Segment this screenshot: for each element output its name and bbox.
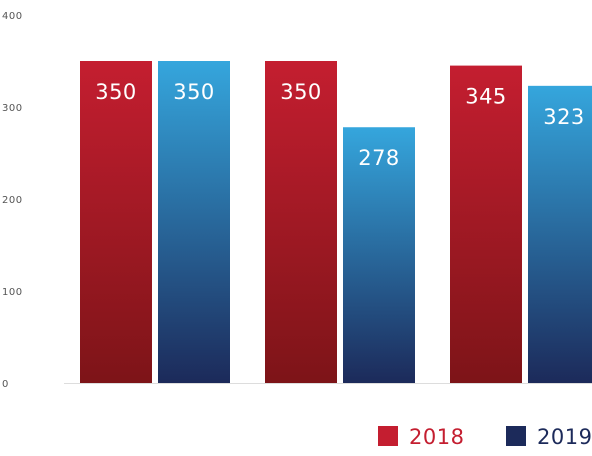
bar-2018-3 [450, 65, 522, 383]
legend-swatch-2018 [378, 426, 398, 446]
bar-2019-1 [158, 61, 230, 383]
y-tick-label: 0 [2, 379, 9, 390]
value-label-2018-1: 350 [95, 80, 137, 104]
bars [80, 61, 592, 384]
value-label-2018-3: 345 [465, 85, 507, 109]
bar-2018-1 [80, 61, 152, 383]
value-label-2019-1: 350 [173, 80, 215, 104]
legend-label-2019: 2019 [537, 425, 592, 449]
legend-swatch-2019 [506, 426, 526, 446]
bar-2018-2 [265, 61, 337, 383]
value-label-2019-3: 323 [543, 105, 585, 129]
legend: 2018 2019 [378, 425, 592, 449]
y-tick-label: 400 [2, 11, 23, 22]
legend-label-2018: 2018 [409, 425, 464, 449]
value-label-2018-2: 350 [280, 80, 322, 104]
y-axis: 0 100 200 300 400 [2, 11, 592, 390]
y-tick-label: 200 [2, 195, 23, 206]
value-labels: 350 350 345 350 278 323 [95, 80, 585, 170]
y-tick-label: 300 [2, 103, 23, 114]
bar-2019-3 [528, 85, 592, 383]
bar-2019-2 [343, 127, 415, 384]
y-tick-label: 100 [2, 287, 23, 298]
value-label-2019-2: 278 [358, 146, 400, 170]
